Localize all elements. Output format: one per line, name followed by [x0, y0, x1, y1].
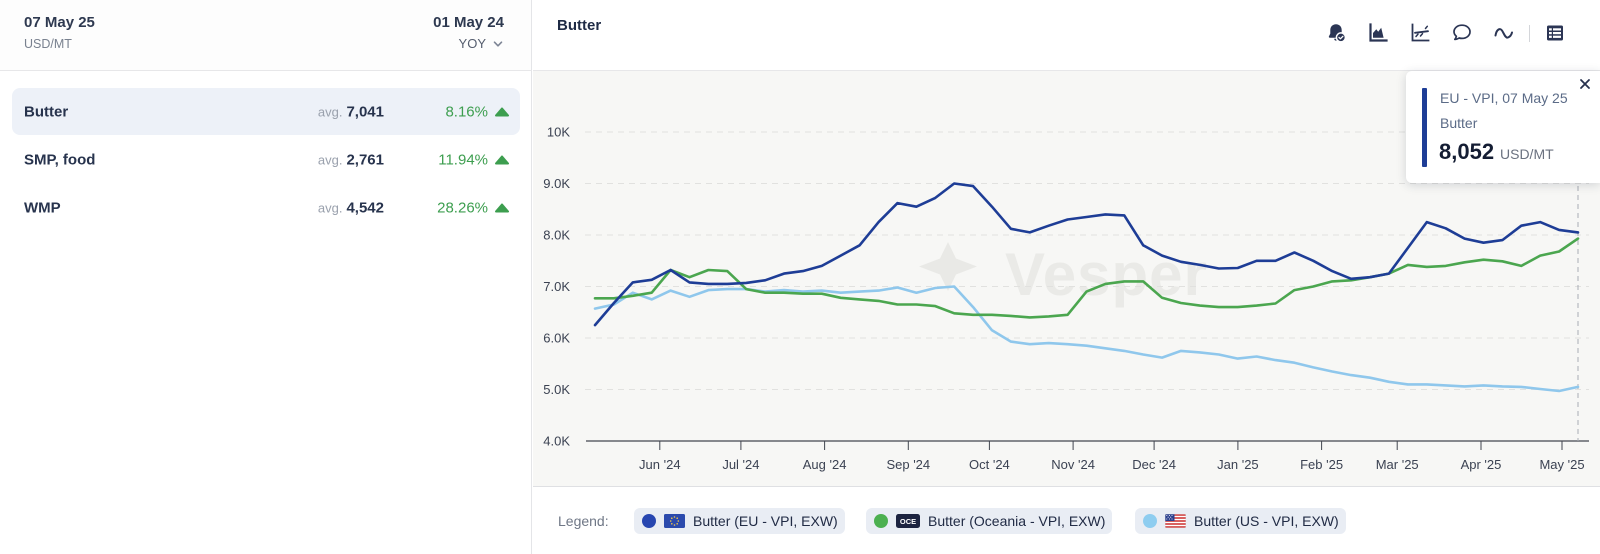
svg-text:8.0K: 8.0K	[543, 228, 570, 243]
svg-text:Jun '24: Jun '24	[639, 457, 681, 472]
svg-text:Dec '24: Dec '24	[1132, 457, 1176, 472]
svg-text:Apr '25: Apr '25	[1461, 457, 1502, 472]
svg-text:Aug '24: Aug '24	[803, 457, 847, 472]
svg-text:9.0K: 9.0K	[543, 176, 570, 191]
svg-text:Vesper: Vesper	[1005, 241, 1208, 308]
svg-text:Nov '24: Nov '24	[1051, 457, 1095, 472]
svg-text:Feb '25: Feb '25	[1300, 457, 1343, 472]
svg-text:May '25: May '25	[1539, 457, 1584, 472]
svg-text:6.0K: 6.0K	[543, 331, 570, 346]
svg-text:Mar '25: Mar '25	[1376, 457, 1419, 472]
svg-text:Sep '24: Sep '24	[886, 457, 930, 472]
svg-text:Jul '24: Jul '24	[722, 457, 759, 472]
svg-text:Oct '24: Oct '24	[969, 457, 1010, 472]
svg-text:OCE: OCE	[900, 517, 916, 526]
svg-text:5.0K: 5.0K	[543, 382, 570, 397]
svg-text:7.0K: 7.0K	[543, 279, 570, 294]
svg-text:Jan '25: Jan '25	[1217, 457, 1259, 472]
svg-text:4.0K: 4.0K	[543, 434, 570, 449]
svg-text:10K: 10K	[547, 125, 570, 140]
